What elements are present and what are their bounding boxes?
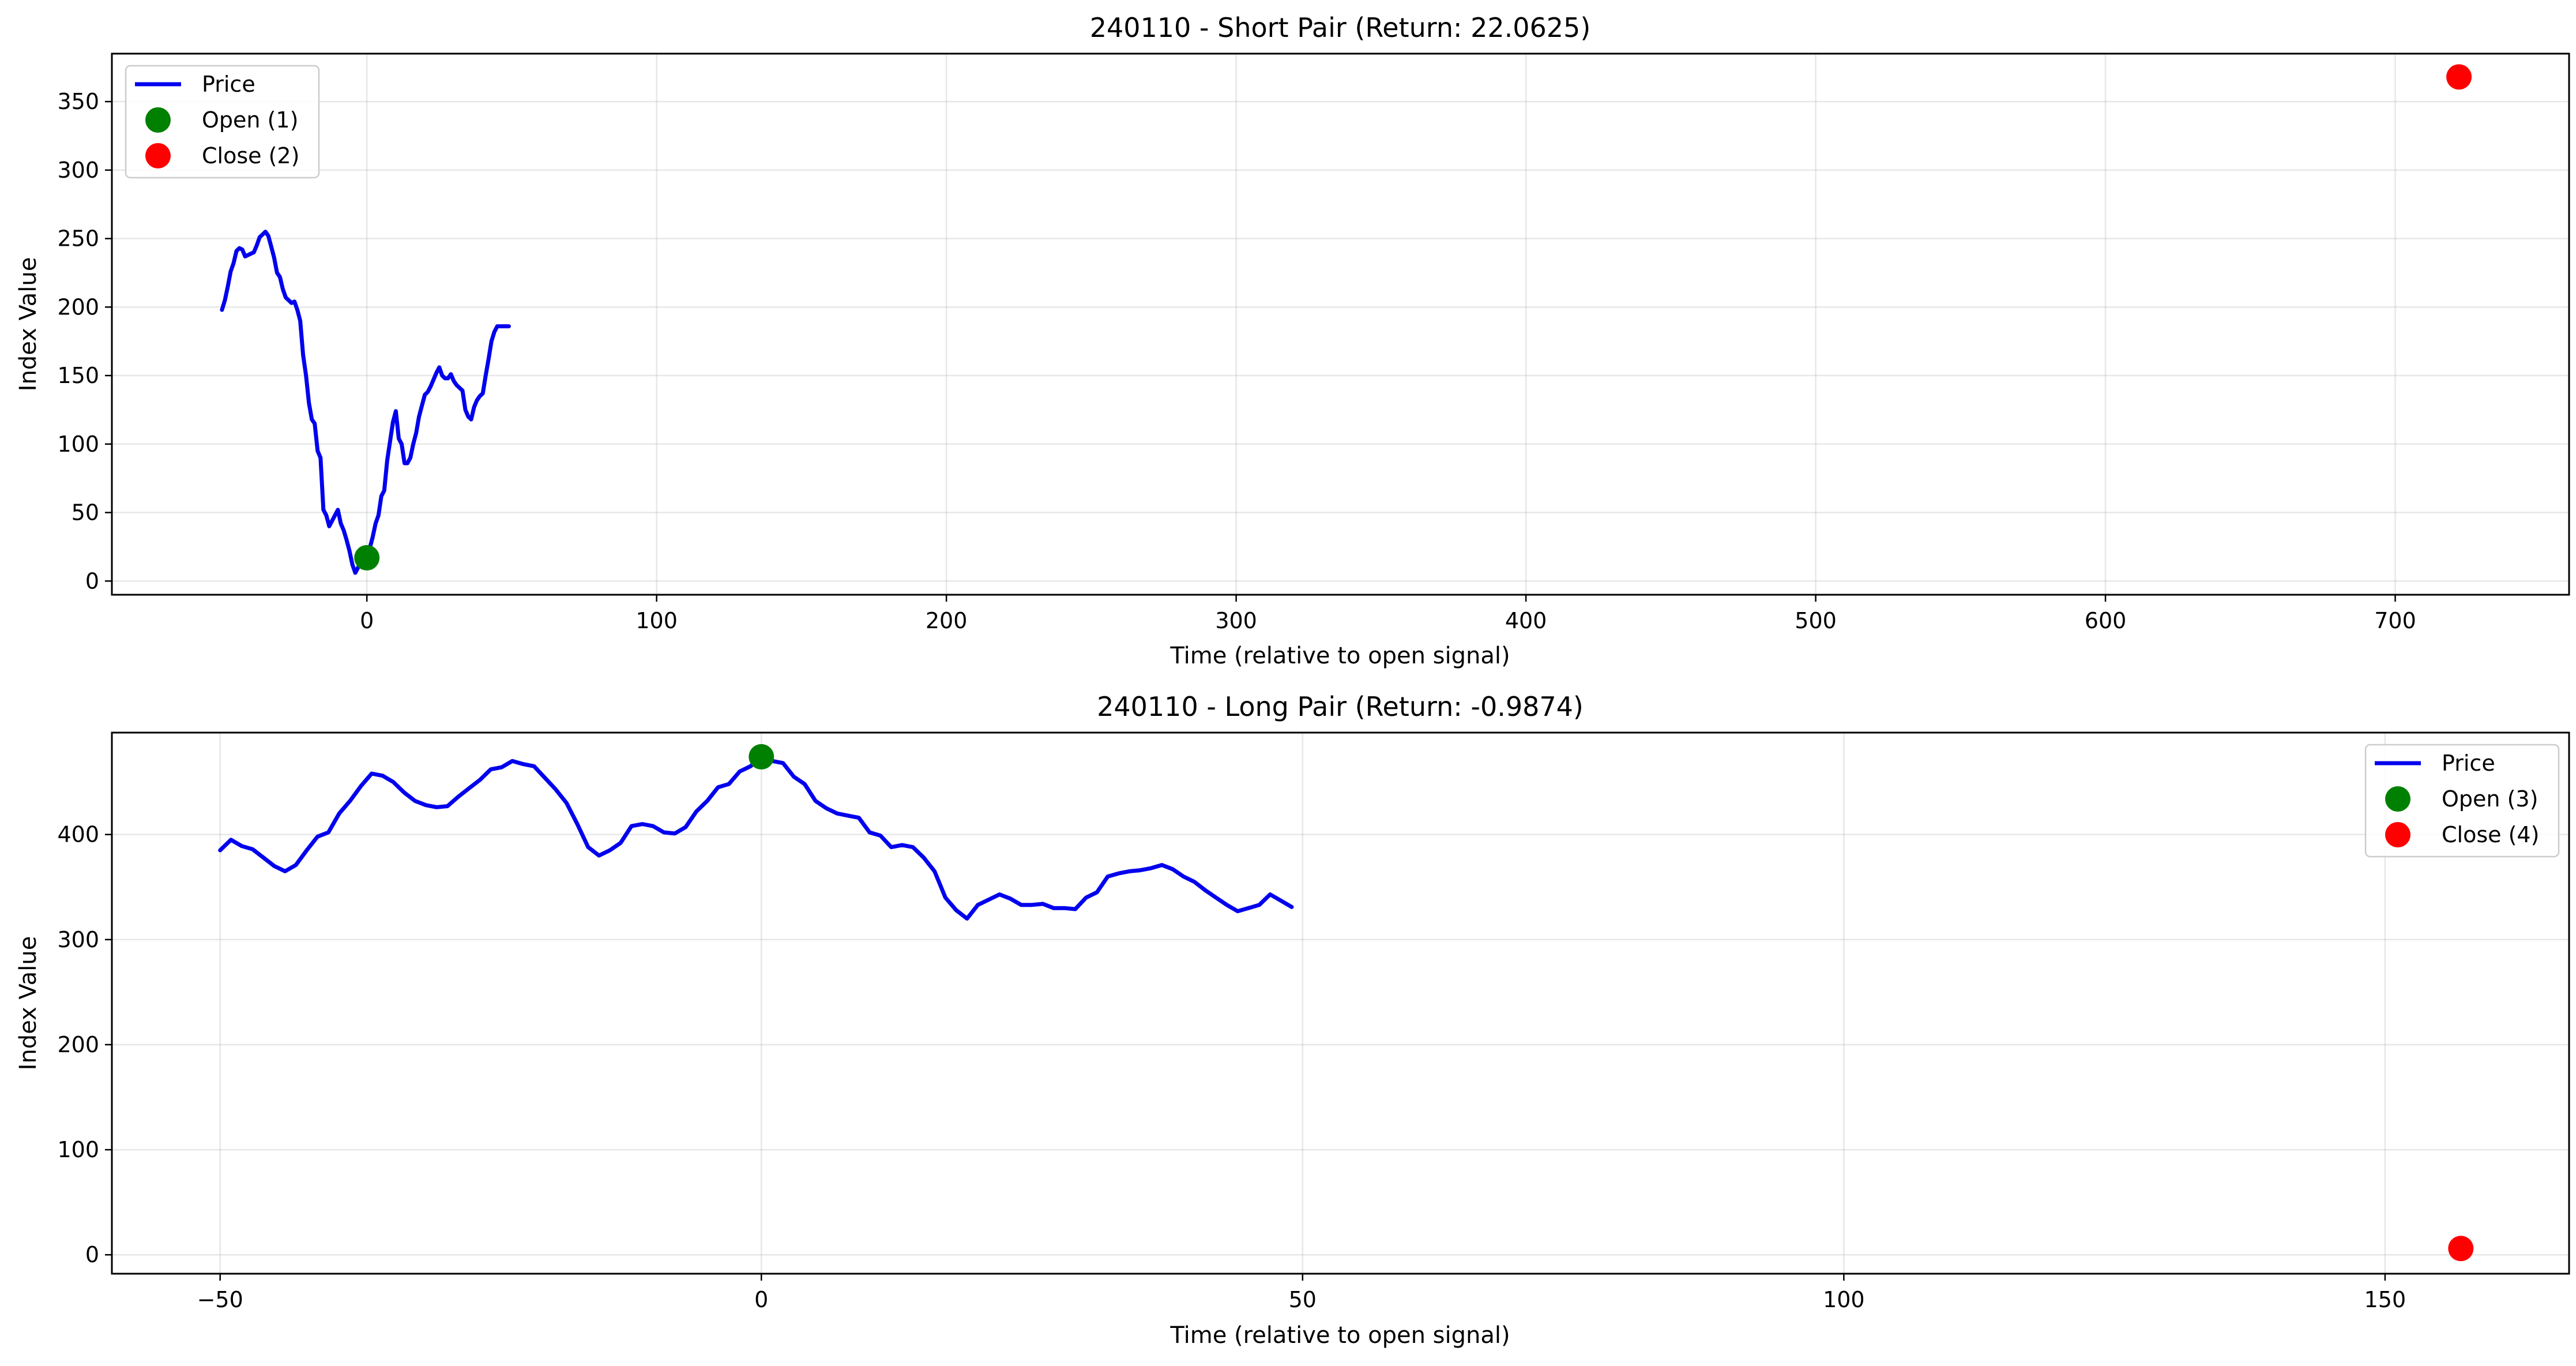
y-ticks: 0 100 200 300 400 — [57, 822, 112, 1267]
y-tick-label: 100 — [57, 1137, 99, 1162]
x-tick-label: 100 — [635, 608, 678, 633]
x-tick-label: 150 — [2364, 1287, 2406, 1312]
legend-open-label: Open (1) — [202, 107, 298, 133]
y-tick-label: 50 — [72, 500, 99, 526]
legend: Price Open (1) Close (2) — [125, 65, 320, 179]
x-tick-label: 700 — [2374, 608, 2416, 633]
x-tick-label: 400 — [1505, 608, 1547, 633]
open-marker — [749, 744, 774, 770]
plot-series — [220, 64, 2472, 575]
grid — [112, 733, 2569, 1274]
legend-price-label: Price — [202, 72, 255, 97]
y-tick-label: 300 — [57, 157, 99, 183]
x-axis-label: Time (relative to open signal) — [1169, 643, 1510, 669]
legend-close-label: Close (4) — [2442, 822, 2539, 847]
x-tick-label: 0 — [754, 1287, 768, 1312]
y-tick-label: 0 — [85, 568, 99, 594]
chart-title: 240110 - Long Pair (Return: -0.9874) — [1097, 691, 1584, 722]
x-tick-label: −50 — [197, 1287, 243, 1312]
y-ticks: 0 50 100 150 200 250 300 350 — [57, 89, 112, 594]
grid — [112, 54, 2569, 595]
legend-close-swatch — [145, 143, 171, 168]
axes-frame — [111, 52, 2570, 596]
legend-close-swatch — [2385, 822, 2410, 847]
legend: Price Open (3) Close (4) — [2364, 744, 2560, 858]
x-ticks: 0 100 200 300 400 500 600 700 — [360, 595, 2416, 633]
x-tick-label: 0 — [360, 608, 374, 633]
y-tick-label: 300 — [57, 927, 99, 952]
y-tick-label: 200 — [57, 1032, 99, 1057]
y-tick-label: 150 — [57, 363, 99, 388]
legend-open-swatch — [145, 107, 171, 133]
y-tick-label: 400 — [57, 822, 99, 847]
x-tick-label: 300 — [1215, 608, 1257, 633]
y-axis-label: Index Value — [15, 257, 42, 392]
x-axis-label: Time (relative to open signal) — [1169, 1322, 1510, 1349]
x-ticks: −50 0 50 100 150 — [197, 1274, 2406, 1312]
x-tick-label: 50 — [1289, 1287, 1317, 1312]
close-marker — [2448, 1236, 2474, 1262]
plot-series — [218, 744, 2474, 1262]
legend-price-label: Price — [2442, 750, 2495, 776]
legend-box — [2364, 744, 2560, 858]
y-tick-label: 200 — [57, 294, 99, 320]
legend-open-label: Open (3) — [2442, 786, 2538, 812]
close-marker — [2446, 64, 2472, 90]
axes-frame — [111, 731, 2570, 1275]
x-tick-label: 200 — [926, 608, 968, 633]
y-tick-label: 0 — [85, 1242, 99, 1267]
y-tick-label: 250 — [57, 226, 99, 252]
x-tick-label: 500 — [1795, 608, 1837, 633]
short-pair-chart: 240110 - Short Pair (Return: 22.0625) 0 1… — [15, 12, 2570, 669]
legend-close-label: Close (2) — [202, 143, 299, 168]
long-pair-chart: 240110 - Long Pair (Return: -0.9874) −50… — [15, 691, 2570, 1349]
legend-open-swatch — [2385, 786, 2410, 812]
open-marker — [354, 545, 380, 571]
legend-box — [125, 65, 320, 179]
y-axis-label: Index Value — [15, 936, 42, 1071]
y-tick-label: 350 — [57, 89, 99, 114]
x-tick-label: 600 — [2085, 608, 2127, 633]
y-tick-label: 100 — [57, 431, 99, 457]
chart-title: 240110 - Short Pair (Return: 22.0625) — [1090, 12, 1591, 43]
x-tick-label: 100 — [1823, 1287, 1865, 1312]
